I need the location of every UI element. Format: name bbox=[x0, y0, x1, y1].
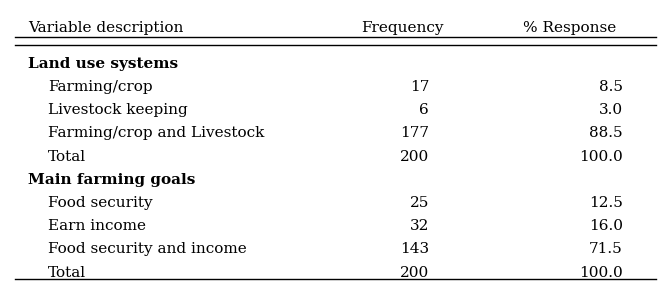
Text: Food security: Food security bbox=[48, 196, 153, 210]
Text: Total: Total bbox=[48, 150, 87, 164]
Text: Earn income: Earn income bbox=[48, 219, 146, 233]
Text: Land use systems: Land use systems bbox=[28, 57, 178, 71]
Text: 16.0: 16.0 bbox=[589, 219, 623, 233]
Text: 100.0: 100.0 bbox=[579, 266, 623, 280]
Text: 17: 17 bbox=[410, 80, 429, 94]
Text: Variable description: Variable description bbox=[28, 21, 183, 35]
Text: Food security and income: Food security and income bbox=[48, 243, 247, 257]
Text: 3.0: 3.0 bbox=[599, 103, 623, 117]
Text: Total: Total bbox=[48, 266, 87, 280]
Text: 143: 143 bbox=[400, 243, 429, 257]
Text: % Response: % Response bbox=[523, 21, 616, 35]
Text: 88.5: 88.5 bbox=[589, 126, 623, 140]
Text: 200: 200 bbox=[400, 266, 429, 280]
Text: 200: 200 bbox=[400, 150, 429, 164]
Text: 6: 6 bbox=[419, 103, 429, 117]
Text: 71.5: 71.5 bbox=[589, 243, 623, 257]
Text: 32: 32 bbox=[410, 219, 429, 233]
Text: Frequency: Frequency bbox=[361, 21, 444, 35]
Text: 100.0: 100.0 bbox=[579, 150, 623, 164]
Text: Livestock keeping: Livestock keeping bbox=[48, 103, 188, 117]
Text: Main farming goals: Main farming goals bbox=[28, 173, 195, 187]
Text: Farming/crop: Farming/crop bbox=[48, 80, 153, 94]
Text: Farming/crop and Livestock: Farming/crop and Livestock bbox=[48, 126, 264, 140]
Text: 12.5: 12.5 bbox=[589, 196, 623, 210]
Text: 8.5: 8.5 bbox=[599, 80, 623, 94]
Text: 177: 177 bbox=[400, 126, 429, 140]
Text: 25: 25 bbox=[410, 196, 429, 210]
